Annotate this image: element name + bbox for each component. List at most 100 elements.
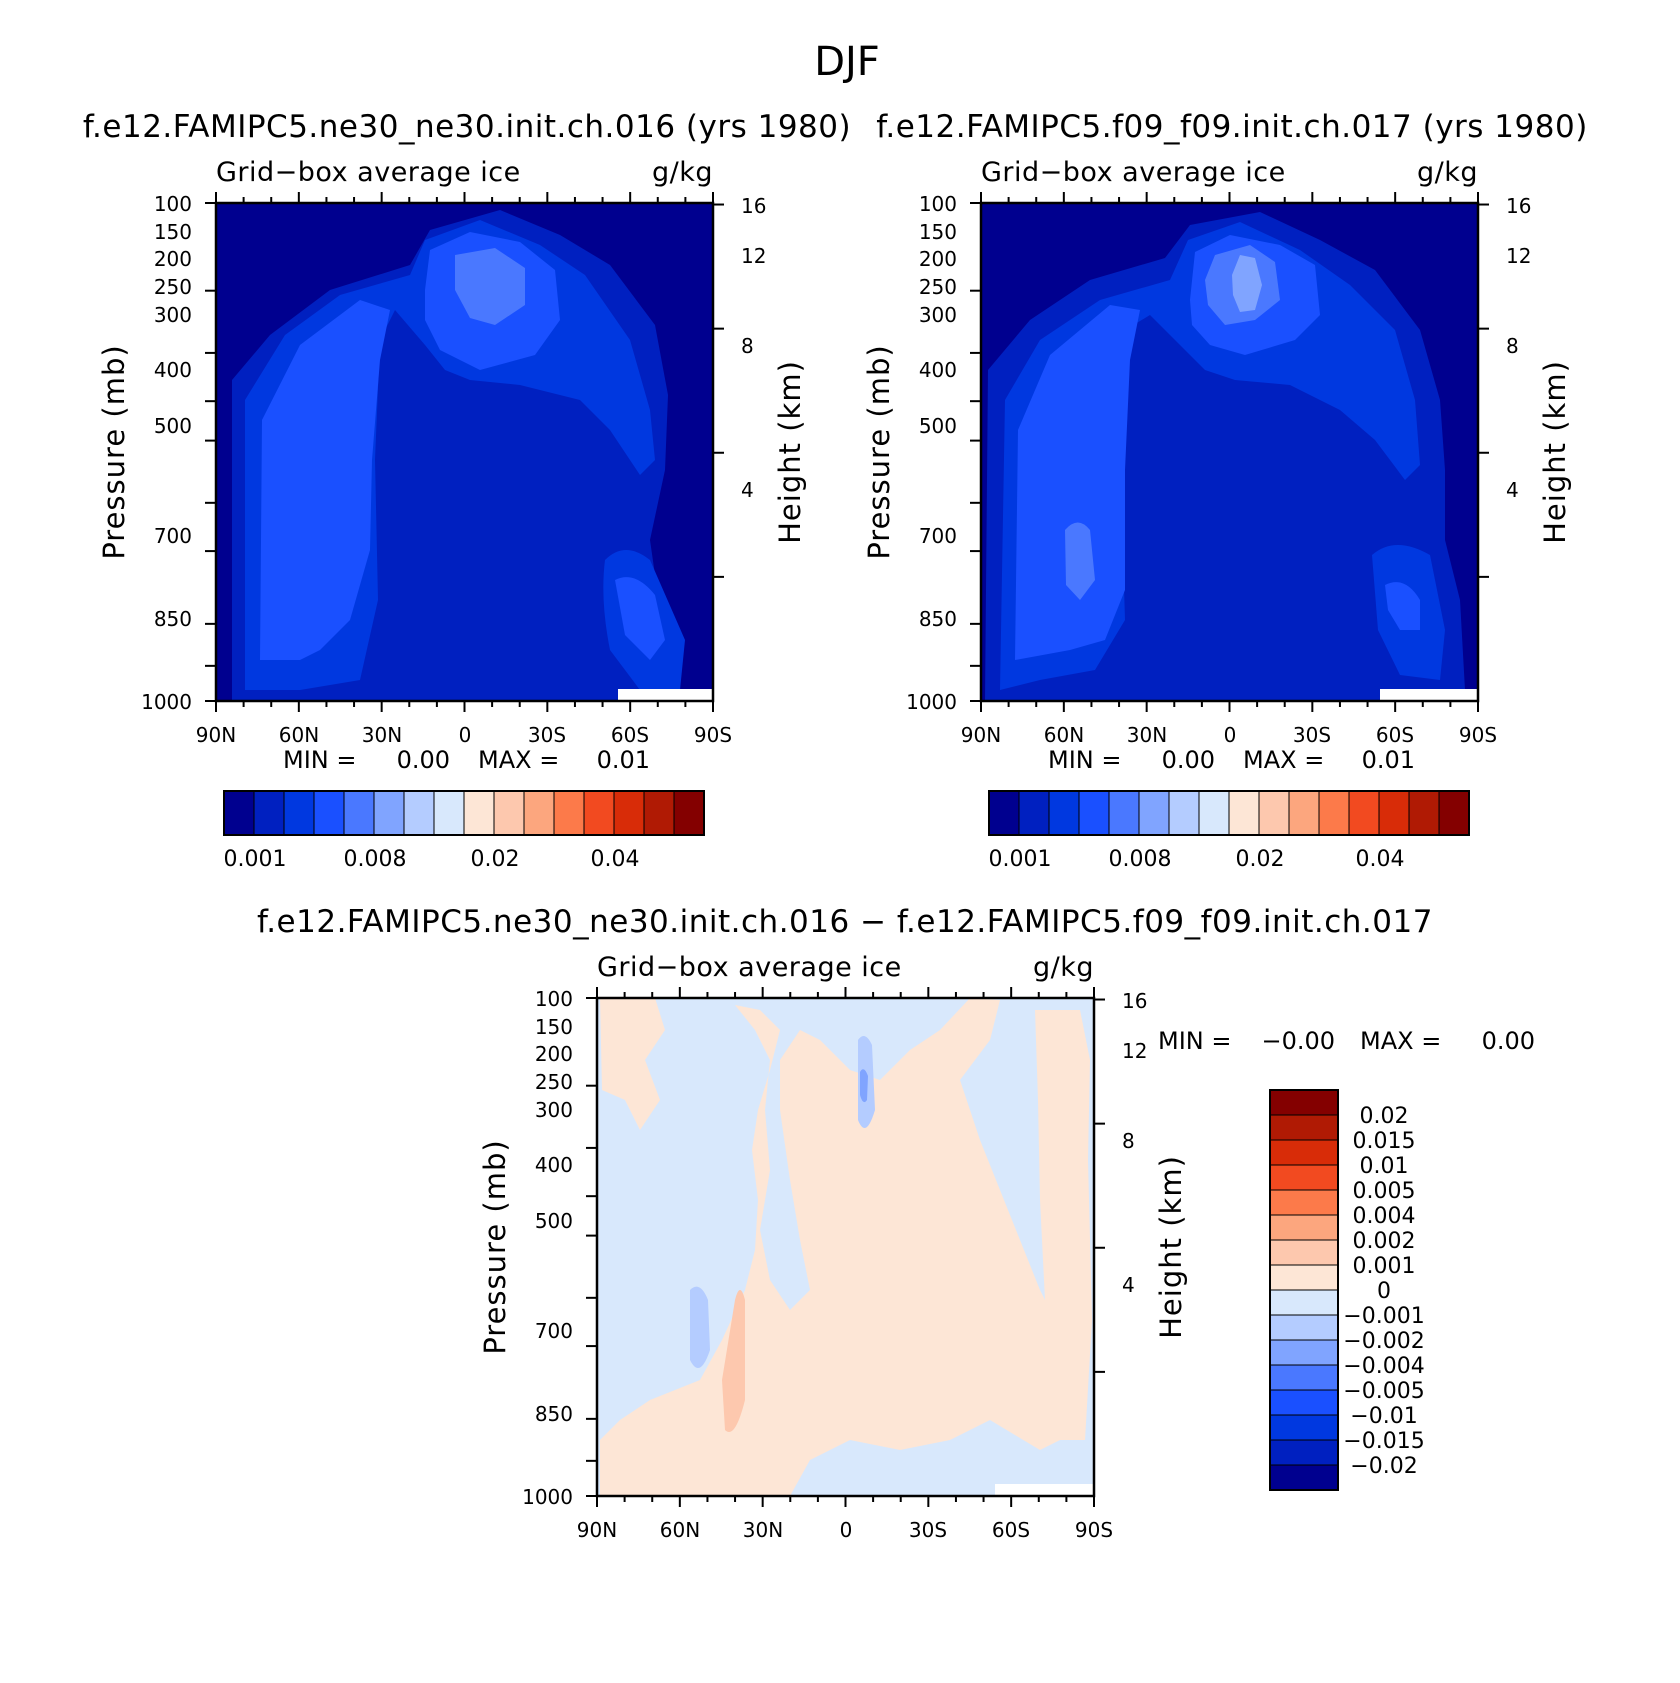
colorbar-box bbox=[1378, 790, 1410, 836]
colorbar-box bbox=[553, 790, 585, 836]
x-tick-label: 60N bbox=[1044, 723, 1084, 747]
contour-level-neg-4 bbox=[860, 1069, 868, 1103]
y-tick-label: 250 bbox=[535, 1070, 573, 1094]
x-tick-label: 60S bbox=[1376, 723, 1414, 747]
units-label: g/kg bbox=[652, 157, 713, 188]
y-right-axis-label: Height (km) bbox=[773, 360, 807, 544]
colorbar-box bbox=[1269, 1264, 1339, 1291]
y-tick-label: 500 bbox=[535, 1209, 573, 1233]
colorbar-label: −0.004 bbox=[1343, 1354, 1424, 1379]
axis-ticks bbox=[205, 192, 724, 712]
colorbar-box bbox=[1269, 1339, 1339, 1366]
y-tick-label: 200 bbox=[535, 1042, 573, 1066]
x-tick-label: 30S bbox=[528, 723, 566, 747]
colorbar-frame bbox=[223, 790, 705, 836]
x-tick-label: 60S bbox=[992, 1518, 1030, 1542]
y-tick-label: 100 bbox=[535, 987, 573, 1011]
y-axis-label: Pressure (mb) bbox=[862, 344, 896, 559]
x-tick-label: 30S bbox=[909, 1518, 947, 1542]
min-label: MIN = bbox=[1158, 1027, 1231, 1055]
colorbar bbox=[988, 790, 1470, 836]
y-tick-label: 850 bbox=[154, 607, 192, 631]
y-tick-label: 500 bbox=[919, 414, 957, 438]
x-tick-label: 60N bbox=[660, 1518, 700, 1542]
colorbar-box bbox=[1269, 1164, 1339, 1191]
y-tick-label: 100 bbox=[919, 192, 957, 216]
colorbar-label: −0.02 bbox=[1350, 1454, 1417, 1479]
colorbar-label: 0.004 bbox=[1353, 1204, 1416, 1229]
y-tick-label: 1000 bbox=[906, 690, 957, 714]
colorbar bbox=[223, 790, 705, 836]
axis-ticks bbox=[970, 192, 1489, 712]
panel-right: f.e12.FAMIPC5.f09_f09.init.ch.017 (yrs 1… bbox=[862, 109, 1588, 872]
y-tick-label: 700 bbox=[535, 1319, 573, 1343]
x-tick-label: 30N bbox=[1127, 723, 1167, 747]
x-tick-label: 0 bbox=[1224, 723, 1237, 747]
contour-level-3-lower bbox=[1385, 582, 1420, 630]
panel-title: f.e12.FAMIPC5.f09_f09.init.ch.017 (yrs 1… bbox=[876, 109, 1588, 145]
colorbar-box bbox=[433, 790, 465, 836]
colorbar-box bbox=[1318, 790, 1350, 836]
panel-left: f.e12.FAMIPC5.ne30_ne30.init.ch.016 (yrs… bbox=[83, 109, 851, 872]
colorbar-box bbox=[1138, 790, 1170, 836]
contour-level-pos-1 bbox=[1035, 1010, 1092, 1440]
y-tick-label: 1000 bbox=[141, 690, 192, 714]
colorbar-box bbox=[283, 790, 315, 836]
colorbar-box bbox=[1348, 790, 1380, 836]
left-label: Grid−box average ice bbox=[597, 952, 902, 983]
colorbar-label: −0.015 bbox=[1343, 1429, 1424, 1454]
y-right-tick-label: 4 bbox=[1122, 1273, 1135, 1297]
colorbar-box bbox=[643, 790, 675, 836]
colorbar-box bbox=[1048, 790, 1080, 836]
contour-level-neg-2 bbox=[690, 1286, 710, 1368]
colorbar-box bbox=[1269, 1464, 1339, 1491]
x-tick-label: 90S bbox=[694, 723, 732, 747]
y-axis-label: Pressure (mb) bbox=[478, 1139, 512, 1354]
colorbar-box bbox=[583, 790, 615, 836]
y-tick-label: 700 bbox=[154, 524, 192, 548]
colorbar-label: 0.001 bbox=[989, 847, 1052, 872]
colorbar-label: 0.005 bbox=[1353, 1179, 1416, 1204]
min-value: −0.00 bbox=[1261, 1027, 1335, 1055]
y-right-tick-label: 8 bbox=[1506, 334, 1519, 358]
max-value: 0.01 bbox=[1362, 746, 1415, 774]
x-tick-label: 0 bbox=[459, 723, 472, 747]
colorbar-box bbox=[1438, 790, 1470, 836]
x-tick-label: 60S bbox=[611, 723, 649, 747]
x-tick-label: 0 bbox=[840, 1518, 853, 1542]
y-tick-label: 250 bbox=[919, 275, 957, 299]
units-label: g/kg bbox=[1417, 157, 1478, 188]
colorbar-box bbox=[1269, 1089, 1339, 1116]
y-tick-label: 400 bbox=[919, 358, 957, 382]
colorbar-box bbox=[523, 790, 555, 836]
missing-data-region bbox=[1380, 689, 1478, 701]
x-tick-label: 90S bbox=[1075, 1518, 1113, 1542]
colorbar-box bbox=[223, 790, 255, 836]
y-tick-label: 300 bbox=[535, 1098, 573, 1122]
colorbar-label: −0.005 bbox=[1343, 1379, 1424, 1404]
y-right-tick-label: 8 bbox=[1122, 1129, 1135, 1153]
y-tick-label: 150 bbox=[919, 220, 957, 244]
colorbar-box bbox=[493, 790, 525, 836]
y-tick-label: 850 bbox=[919, 607, 957, 631]
y-right-tick-label: 12 bbox=[741, 244, 766, 268]
colorbar-box bbox=[1269, 1239, 1339, 1266]
colorbar-label: 0.015 bbox=[1353, 1129, 1416, 1154]
colorbar-box bbox=[613, 790, 645, 836]
contour-fills bbox=[232, 210, 713, 701]
contour-fills bbox=[985, 212, 1478, 701]
contour-level-pos-1 bbox=[600, 998, 665, 1130]
colorbar-box bbox=[1288, 790, 1320, 836]
max-value: 0.00 bbox=[1482, 1027, 1535, 1055]
colorbar-label: 0 bbox=[1377, 1279, 1391, 1304]
colorbar-box bbox=[1269, 1189, 1339, 1216]
x-tick-label: 30N bbox=[362, 723, 402, 747]
y-tick-label: 100 bbox=[154, 192, 192, 216]
colorbar-label: 0.001 bbox=[1353, 1254, 1416, 1279]
y-right-tick-label: 4 bbox=[1506, 478, 1519, 502]
y-right-axis-label: Height (km) bbox=[1154, 1155, 1188, 1339]
min-label: MIN = bbox=[1048, 746, 1121, 774]
colorbar-label: 0.02 bbox=[471, 847, 520, 872]
y-tick-label: 300 bbox=[154, 303, 192, 327]
colorbar-box bbox=[673, 790, 705, 836]
